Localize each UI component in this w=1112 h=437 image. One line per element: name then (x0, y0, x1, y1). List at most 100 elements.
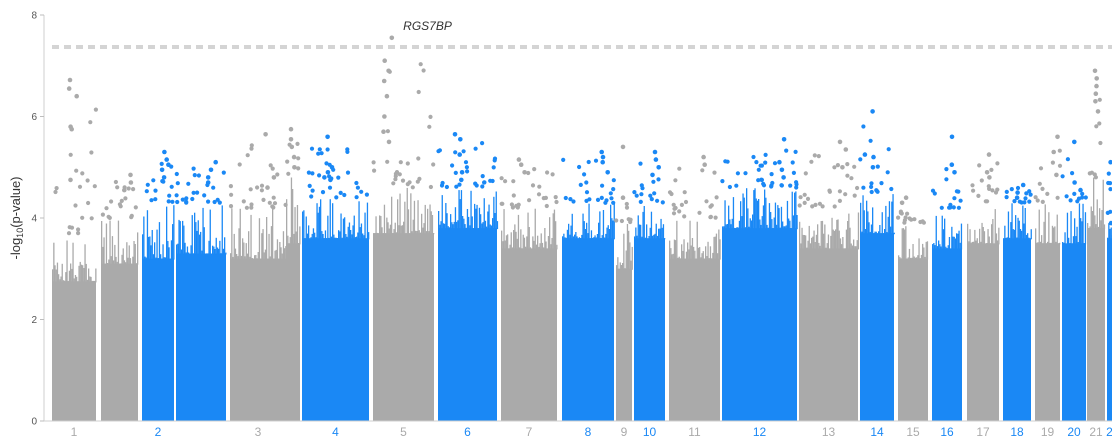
fringe-points (975, 240, 977, 245)
peak-point (69, 126, 74, 132)
fringe-points (333, 234, 335, 240)
fringe-points (679, 258, 682, 260)
snp-point (161, 179, 166, 184)
peak-point (522, 170, 527, 175)
snp-point (976, 193, 981, 198)
fringe-points (899, 257, 901, 260)
fringe-points (304, 238, 306, 240)
snp-point (255, 185, 260, 190)
snp-point (480, 184, 485, 189)
fringe-points (445, 203, 447, 230)
peak-point (381, 78, 387, 84)
fringe-points (1038, 209, 1040, 245)
snp-point (391, 181, 396, 186)
peak-point (599, 149, 604, 155)
fringe-points (590, 230, 593, 240)
fringe-points (323, 238, 325, 240)
snp-point (248, 187, 253, 192)
fringe-points (207, 253, 209, 255)
fringe-points (691, 238, 694, 260)
snp-point (190, 196, 195, 202)
fringe-points (1006, 237, 1008, 240)
fringe-points (456, 221, 458, 230)
snp-point (608, 191, 613, 196)
peak-point (162, 149, 167, 155)
fringe-points (922, 243, 924, 260)
fringe-points (833, 230, 836, 250)
fringe-points (760, 224, 762, 230)
snp-point (651, 179, 656, 184)
fringe-points (510, 232, 512, 250)
snp-point (930, 188, 936, 193)
fringe-points (358, 201, 360, 240)
fringe-points (1030, 229, 1032, 240)
fringe-points (953, 236, 955, 250)
peak-point (1054, 172, 1059, 178)
snp-point (820, 204, 825, 209)
fringe-points (382, 233, 384, 235)
snp-point (244, 205, 249, 210)
peak-point (68, 177, 73, 183)
peak-point (384, 93, 390, 99)
chromosome-dense-band (967, 243, 999, 421)
fringe-points (360, 223, 363, 240)
fringe-points (72, 242, 74, 283)
fringe-points (866, 200, 868, 235)
fringe-points (584, 229, 587, 240)
fringe-points (517, 214, 520, 250)
snp-point (345, 149, 350, 154)
fringe-points (347, 226, 349, 240)
snp-point (958, 198, 963, 203)
fringe-points (308, 225, 310, 240)
fringe-points (286, 199, 288, 245)
peak-point (605, 170, 610, 175)
snp-point (803, 171, 808, 176)
fringe-points (374, 233, 376, 235)
fringe-points (1025, 234, 1028, 240)
fringe-points (807, 240, 809, 250)
fringe-points (1096, 199, 1098, 230)
snp-point (586, 159, 591, 165)
snp-point (987, 186, 992, 191)
snp-point (166, 199, 171, 204)
fringe-points (192, 253, 195, 255)
fringe-points (756, 200, 759, 230)
peak-point (159, 167, 165, 173)
snp-point (1065, 157, 1070, 162)
peak-point (389, 35, 395, 41)
fringe-points (954, 238, 957, 250)
snp-point (817, 201, 823, 206)
peak-point (386, 139, 392, 145)
fringe-points (115, 256, 117, 265)
fringe-points (868, 222, 870, 235)
fringe-points (1101, 210, 1103, 230)
fringe-points (486, 226, 488, 230)
fringe-points (222, 248, 225, 255)
fringe-points (401, 225, 404, 235)
snp-point (754, 160, 759, 165)
snp-point (682, 190, 687, 195)
fringe-points (825, 247, 827, 250)
fringe-points (123, 260, 126, 265)
fringe-points (1051, 225, 1054, 245)
x-tick-label: 20 (1067, 425, 1081, 437)
fringe-points (155, 257, 157, 260)
fringe-points (423, 223, 425, 235)
snp-point (416, 156, 421, 161)
fringe-points (613, 203, 615, 240)
fringe-points (758, 199, 760, 230)
fringe-points (994, 209, 996, 245)
peak-point (987, 175, 992, 180)
fringe-points (1074, 218, 1076, 245)
snp-point (202, 193, 207, 198)
fringe-points (350, 230, 352, 240)
fringe-points (395, 232, 398, 235)
fringe-points (831, 217, 833, 250)
fringe-points (191, 215, 193, 255)
snp-point (393, 177, 398, 182)
snp-point (457, 182, 462, 187)
fringe-points (598, 222, 600, 240)
snp-point (324, 161, 329, 166)
fringe-points (997, 240, 999, 245)
fringe-points (60, 276, 62, 283)
